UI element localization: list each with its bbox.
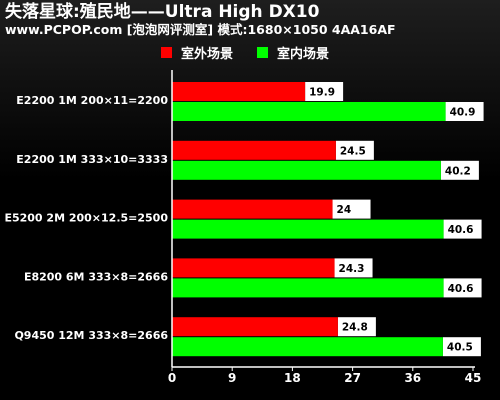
- bar-indoor: [172, 278, 444, 298]
- legend-label-2: 室内场景: [277, 46, 329, 62]
- bar-outdoor: [172, 317, 338, 337]
- value-label-background: [332, 199, 371, 219]
- value-label-background: [305, 82, 344, 101]
- value-label: 40.6: [448, 283, 474, 295]
- value-label: 19.9: [309, 87, 335, 99]
- x-tick-label: 45: [465, 371, 482, 385]
- value-label-background: [442, 337, 481, 357]
- legend-label-1: 室外场景: [181, 46, 233, 62]
- bar-indoor: [172, 337, 443, 357]
- chart-title: 失落星球:殖民地——Ultra High DX10: [5, 2, 320, 22]
- bar-outdoor: [172, 258, 335, 278]
- value-label-background: [445, 102, 484, 121]
- category-label: E5200 2M 200×12.5=2500: [4, 212, 168, 225]
- bars: E2200 1M 200×11=2200 19.9 40.9 E2200 1M 333…: [4, 82, 476, 357]
- x-tick-label: 0: [168, 371, 176, 385]
- bar-outdoor: [172, 82, 306, 101]
- value-label: 24.8: [342, 322, 368, 334]
- bar-indoor: [172, 160, 441, 180]
- legend-swatch-2: [257, 47, 268, 58]
- value-label-background: [443, 278, 482, 298]
- chart-subtitle: www.PCPOP.com [泡泡网评测室] 模式:1680×1050 4AA1…: [5, 22, 396, 37]
- value-label: 40.2: [445, 165, 471, 177]
- bar-outdoor: [172, 140, 336, 160]
- bar-indoor: [172, 219, 444, 239]
- x-axis: 0 9 18 27 36 45: [168, 70, 482, 385]
- value-label-background: [440, 160, 479, 180]
- legend-swatch-1: [161, 47, 172, 58]
- value-label: 24.5: [340, 145, 366, 157]
- x-tick-label: 9: [228, 371, 236, 385]
- value-label: 40.6: [448, 224, 474, 236]
- x-tick-label: 36: [404, 371, 421, 385]
- legend: 室外场景 室内场景: [161, 46, 329, 62]
- category-label: E2200 1M 333×10=3333: [16, 153, 168, 166]
- category-label: Q9450 12M 333×8=2666: [14, 329, 168, 342]
- category-label: E2200 1M 200×11=2200: [16, 94, 168, 107]
- value-label-background: [334, 258, 373, 278]
- value-label: 24.3: [339, 263, 365, 275]
- value-label: 40.9: [450, 107, 476, 119]
- value-label: 24: [337, 204, 352, 216]
- bar-outdoor: [172, 199, 333, 219]
- category-label: E8200 6M 333×8=2666: [24, 270, 168, 283]
- value-label-background: [443, 219, 482, 239]
- x-tick-label: 18: [284, 371, 301, 385]
- value-label-background: [335, 140, 374, 160]
- x-tick-label: 27: [344, 371, 361, 385]
- value-label: 40.5: [447, 342, 473, 354]
- value-label-background: [337, 317, 376, 337]
- bar-indoor: [172, 102, 446, 121]
